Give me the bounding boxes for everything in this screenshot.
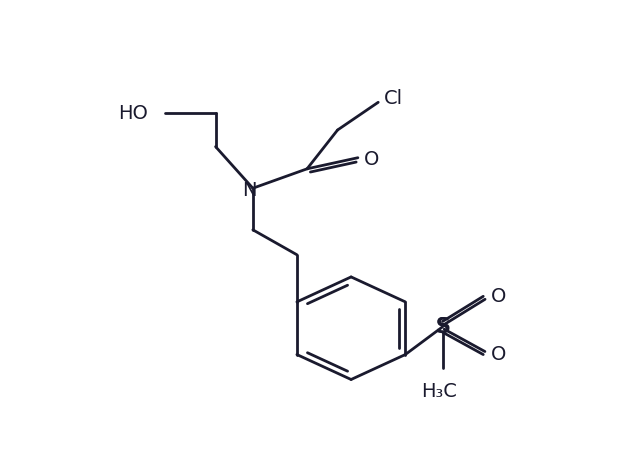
- Text: S: S: [435, 317, 450, 337]
- Text: H₃C: H₃C: [420, 382, 457, 401]
- Text: HO: HO: [118, 104, 148, 123]
- Text: N: N: [242, 181, 256, 200]
- Text: O: O: [491, 345, 506, 364]
- Text: S: S: [436, 317, 449, 337]
- Text: O: O: [491, 287, 506, 306]
- Text: O: O: [364, 150, 380, 169]
- Text: Cl: Cl: [385, 89, 403, 108]
